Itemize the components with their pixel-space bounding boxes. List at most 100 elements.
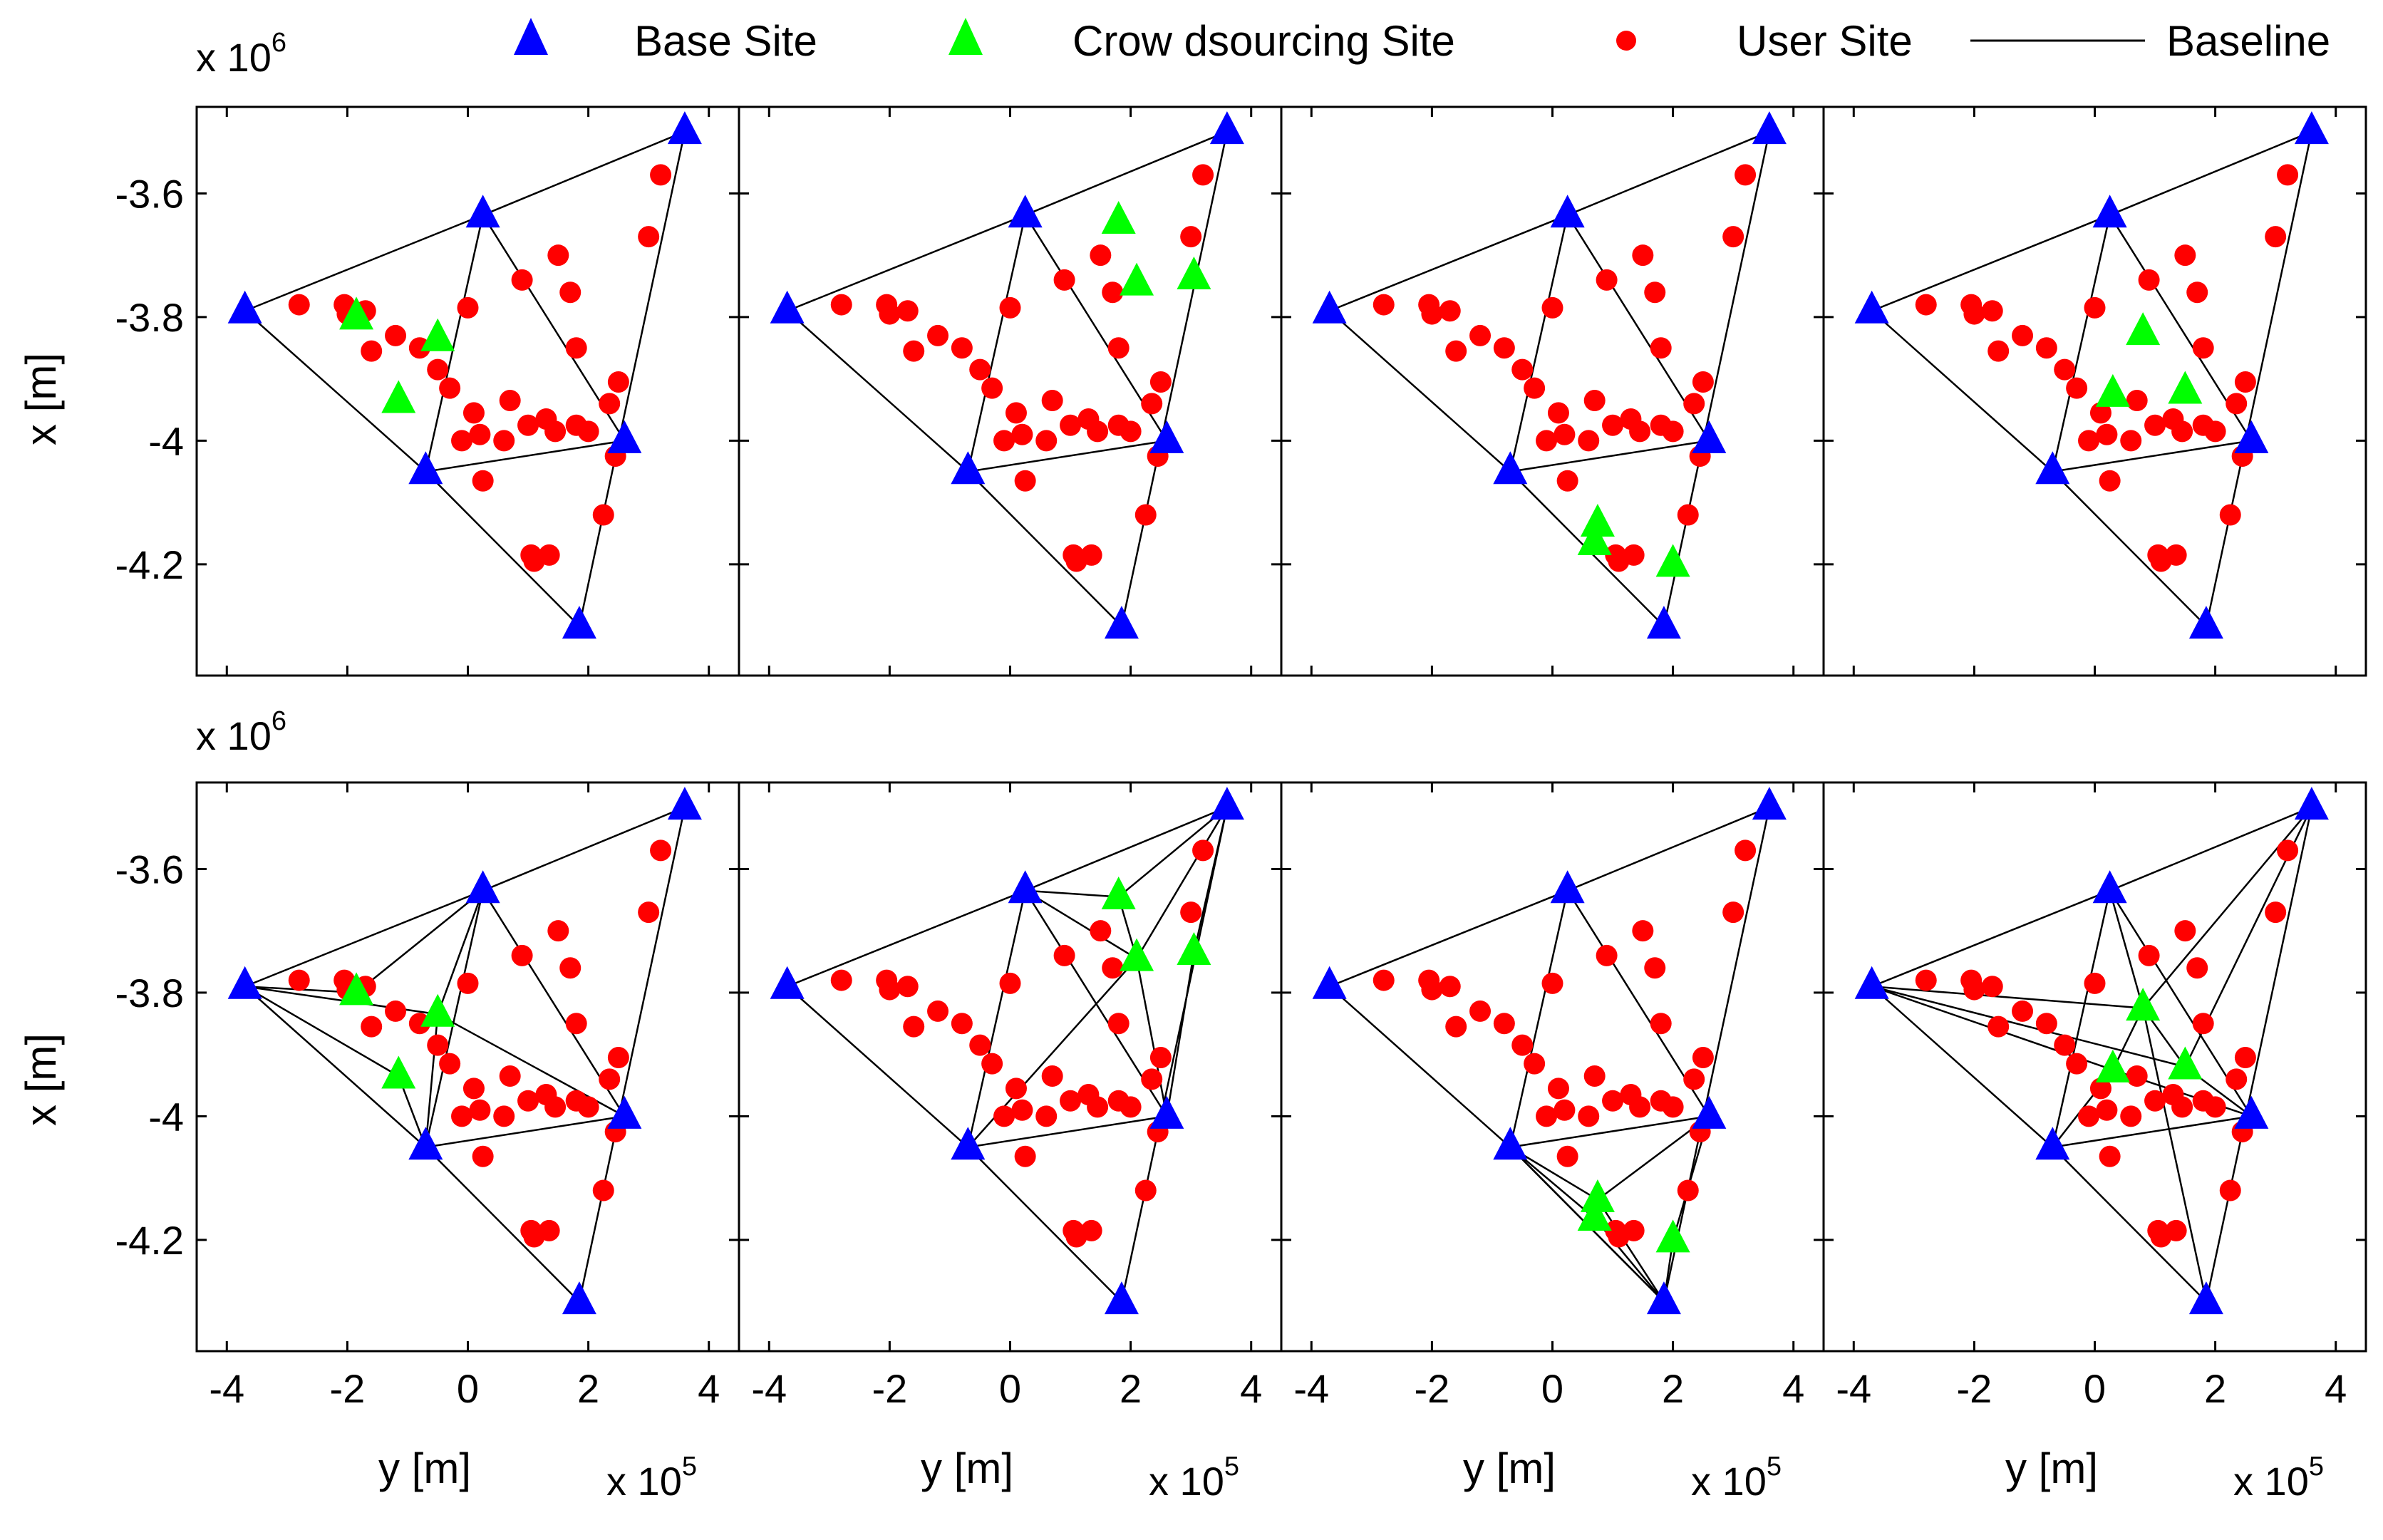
baseline-segment <box>1871 985 2144 1009</box>
base-site-point <box>2234 1095 2269 1129</box>
user-site-point <box>830 294 852 316</box>
user-site-point <box>1373 294 1395 316</box>
user-site-point <box>2265 226 2287 248</box>
user-site-point <box>1493 337 1515 359</box>
y-tick-label: -3.8 <box>115 295 185 340</box>
baseline-segment <box>1663 807 1771 1302</box>
x-tick-label: 2 <box>2204 1366 2226 1411</box>
user-site-point <box>1524 1053 1546 1075</box>
baseline-segment <box>2052 440 2252 472</box>
user-site-point <box>2144 1090 2166 1112</box>
user-site-point <box>969 358 991 381</box>
plot-area <box>227 111 702 639</box>
y-tick-label: -3.8 <box>115 971 185 1016</box>
user-site-point <box>1373 969 1395 991</box>
panel-frame <box>1822 781 2367 1353</box>
user-site-point <box>1915 294 1937 316</box>
baseline-segment <box>1025 130 1228 216</box>
baseline-segment <box>2141 1008 2208 1302</box>
base-site-point <box>465 870 500 904</box>
x-tick-label: -2 <box>329 1366 365 1411</box>
user-site-point <box>1035 430 1058 452</box>
user-site-point <box>511 269 533 291</box>
user-site-point <box>1683 393 1705 415</box>
user-site-point <box>1439 976 1461 998</box>
user-site-point <box>2234 1046 2256 1068</box>
baseline-segment <box>1329 214 1568 312</box>
baseline-segment <box>1193 807 1229 953</box>
user-site-point <box>2174 244 2196 267</box>
panel-top-1: -3.6 -3.8 -4 -4.2 <box>115 105 740 677</box>
baseline-segment <box>1871 310 2054 472</box>
user-site-point <box>408 1013 430 1035</box>
user-site-point <box>1583 1065 1606 1087</box>
baseline-segment <box>1117 806 1228 898</box>
user-site-point <box>2277 839 2299 862</box>
baseline-segment <box>967 890 1026 1148</box>
user-site-point <box>1650 1013 1672 1035</box>
user-site-point <box>1677 504 1699 526</box>
baseline-segment <box>482 806 686 892</box>
base-site-point <box>1752 787 1787 820</box>
base-site-point <box>770 966 805 999</box>
user-site-point <box>1981 300 2003 322</box>
legend-user-site-label: User Site <box>1737 17 1913 65</box>
base-site-point <box>1312 966 1347 999</box>
crowd-site-point <box>1177 932 1211 966</box>
user-site-point <box>2089 402 2111 424</box>
baseline-segment <box>2109 890 2144 1008</box>
crowd-site-point <box>1177 257 1211 290</box>
user-site-point <box>457 296 479 319</box>
panel-bottom-1: -3.6 -3.8 -4 -4.2 -4 -2 0 2 4 y [m] x 105 <box>115 781 740 1504</box>
baseline-segment <box>578 131 686 626</box>
crowd-site-point <box>1120 262 1154 296</box>
baseline-segment <box>787 214 1026 312</box>
y-axis-label-top: x [m] <box>17 353 65 445</box>
user-site-point <box>650 164 672 186</box>
baseline-segment <box>578 807 686 1302</box>
user-site-point <box>2138 944 2160 966</box>
base-site-point <box>667 111 702 145</box>
y-tick-label: -3.6 <box>115 847 185 892</box>
user-site-point <box>2165 544 2187 566</box>
user-site-point <box>2012 1000 2034 1022</box>
baseline-segment <box>1871 214 2111 312</box>
user-site-point <box>1149 371 1172 393</box>
panel-frame <box>1280 781 1825 1353</box>
user-site-point <box>1632 920 1654 942</box>
user-site-point <box>517 414 539 436</box>
user-site-point <box>547 244 569 267</box>
baseline-segment <box>2052 470 2207 627</box>
baseline-segment <box>244 889 484 988</box>
panel-bottom-2: -4 -2 0 2 4 y [m] x 105 <box>738 781 1283 1504</box>
crowd-site-point <box>2126 312 2161 346</box>
user-site-point <box>1053 269 1075 291</box>
user-site-point <box>1445 1016 1467 1038</box>
user-site-point <box>903 340 925 362</box>
user-site-point <box>1011 1099 1033 1121</box>
base-site-point <box>667 787 702 820</box>
x-tick-label: -2 <box>1956 1366 1992 1411</box>
user-site-point <box>2204 1096 2226 1118</box>
panel-top-2 <box>738 105 1283 677</box>
user-site-point <box>1987 1016 2010 1038</box>
plot-area <box>770 787 1244 1315</box>
crowd-site-point <box>1577 1197 1612 1231</box>
baseline-segment <box>244 986 427 1148</box>
user-site-point <box>1662 1096 1684 1118</box>
base-site-point <box>1854 290 1889 324</box>
baseline-segment <box>968 1115 1167 1148</box>
user-site-point <box>451 430 473 452</box>
user-site-point <box>2186 281 2208 304</box>
base-site-point <box>607 420 642 453</box>
user-site-point <box>511 944 533 966</box>
user-site-point <box>1087 420 1109 443</box>
x-tick-label: 4 <box>1782 1366 1804 1411</box>
base-site-point <box>408 451 443 485</box>
user-site-point <box>565 337 587 359</box>
user-site-point <box>427 1034 449 1056</box>
user-site-point <box>1623 544 1645 566</box>
baseline-segment <box>244 310 427 472</box>
crowd-site-point <box>1577 522 1612 555</box>
